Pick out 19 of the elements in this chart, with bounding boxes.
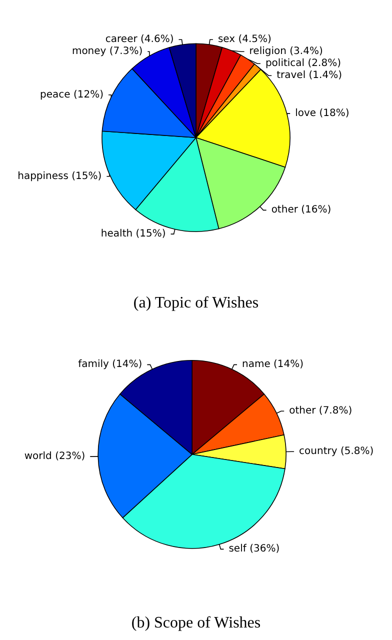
slice-label: health (15%) [100,228,166,240]
slice-label: family (14%) [78,359,142,370]
slice-label: name (14%) [242,359,304,370]
slice-label: career (4.6%) [105,34,174,46]
slice-label: other (16%) [271,204,332,216]
slice-label: money (7.3%) [72,46,143,58]
slice-label: love (18%) [295,108,350,120]
slice-label: world (23%) [24,451,86,462]
slice-label: religion (3.4%) [249,46,323,58]
text: (b) Scope of Wishes [131,614,261,632]
text: (a) Topic of Wishes [133,294,259,312]
slice-label: other (7.8%) [289,406,352,417]
slice-label: political (2.8%) [265,58,342,70]
slice-label: travel (1.4%) [276,70,342,82]
slice-label: country (5.8%) [299,446,374,458]
slice-label: sex (4.5%) [218,34,272,46]
slice-label: happiness (15%) [18,170,102,182]
slice-label: self (36%) [228,544,280,555]
slice-label: peace (12%) [40,89,104,100]
